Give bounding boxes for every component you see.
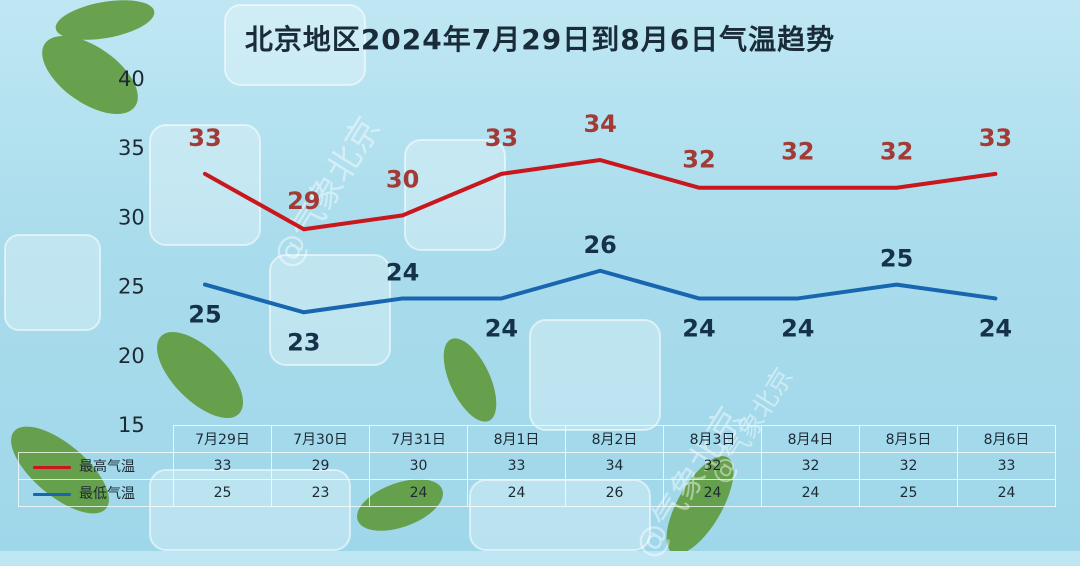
- table-row-low: 最低气温 25 23 24 24 26 24 24 25 24: [18, 479, 1056, 507]
- table-header-cell: 7月30日: [271, 425, 370, 453]
- table-cell: 33: [957, 452, 1056, 480]
- table-header-cell: 8月2日: [565, 425, 664, 453]
- table-header-row: 7月29日 7月30日 7月31日 8月1日 8月2日 8月3日 8月4日 8月…: [18, 425, 1056, 453]
- legend-high: 最高气温: [18, 452, 174, 480]
- table-header-cell: 8月4日: [761, 425, 860, 453]
- data-label: 24: [979, 314, 1012, 342]
- mint-leaf-decoration: [42, 35, 138, 115]
- table-corner: [18, 425, 174, 453]
- table-header-cell: 7月29日: [173, 425, 272, 453]
- data-label: 32: [682, 146, 715, 174]
- table-row-high: 最高气温 33 29 30 33 34 32 32 32 33: [18, 452, 1056, 480]
- table-header-cell: 8月5日: [859, 425, 958, 453]
- mint-leaf-decoration: [156, 331, 244, 419]
- legend-label-low: 最低气温: [79, 486, 135, 502]
- table-cell: 32: [761, 452, 860, 480]
- series-line-low: [203, 268, 998, 315]
- table-cell: 30: [369, 452, 468, 480]
- y-tick-label: 35: [118, 136, 145, 160]
- table-cell: 24: [369, 479, 468, 507]
- y-tick-label: 40: [118, 67, 145, 91]
- table-cell: 25: [859, 479, 958, 507]
- data-label: 33: [188, 124, 221, 152]
- table-cell: 25: [173, 479, 272, 507]
- y-tick-label: 30: [118, 205, 145, 229]
- ice-cube-decoration: [149, 124, 261, 246]
- data-label: 33: [485, 124, 518, 152]
- data-label: 24: [386, 258, 419, 286]
- data-label: 24: [485, 314, 518, 342]
- legend-swatch-low: [33, 492, 71, 496]
- chart-title: 北京地区2024年7月29日到8月6日气温趋势: [244, 23, 836, 56]
- data-label: 32: [781, 138, 814, 166]
- legend-swatch-high: [33, 465, 71, 469]
- data-label: 24: [682, 314, 715, 342]
- mint-leaf-decoration: [443, 338, 497, 422]
- data-label: 26: [583, 231, 616, 259]
- table-cell: 34: [565, 452, 664, 480]
- table-cell: 23: [271, 479, 370, 507]
- mint-leaf-decoration: [55, 0, 155, 40]
- data-label: 25: [880, 245, 913, 273]
- data-label: 30: [386, 165, 419, 193]
- table-header-cell: 8月1日: [467, 425, 566, 453]
- series-line-high: [203, 158, 998, 232]
- y-tick-label: 20: [118, 344, 145, 368]
- table-header-cell: 7月31日: [369, 425, 468, 453]
- table-cell: 24: [663, 479, 762, 507]
- data-label: 33: [979, 124, 1012, 152]
- table-header-cell: 8月6日: [957, 425, 1056, 453]
- table-header-cell: 8月3日: [663, 425, 762, 453]
- data-label: 25: [188, 301, 221, 329]
- data-label: 34: [583, 110, 616, 138]
- data-label: 29: [287, 187, 320, 215]
- table-cell: 26: [565, 479, 664, 507]
- table-cell: 24: [761, 479, 860, 507]
- table-cell: 32: [663, 452, 762, 480]
- y-tick-label: 25: [118, 275, 145, 299]
- data-label: 32: [880, 138, 913, 166]
- legend-label-high: 最高气温: [79, 459, 135, 475]
- data-table: 7月29日 7月30日 7月31日 8月1日 8月2日 8月3日 8月4日 8月…: [18, 425, 1056, 507]
- table-cell: 33: [173, 452, 272, 480]
- data-label: 23: [287, 328, 320, 356]
- table-cell: 33: [467, 452, 566, 480]
- table-cell: 24: [957, 479, 1056, 507]
- table-cell: 24: [467, 479, 566, 507]
- legend-low: 最低气温: [18, 479, 174, 507]
- ice-cube-decoration: [224, 4, 366, 86]
- data-label: 24: [781, 314, 814, 342]
- ice-cube-decoration: [4, 234, 101, 331]
- table-cell: 32: [859, 452, 958, 480]
- table-cell: 29: [271, 452, 370, 480]
